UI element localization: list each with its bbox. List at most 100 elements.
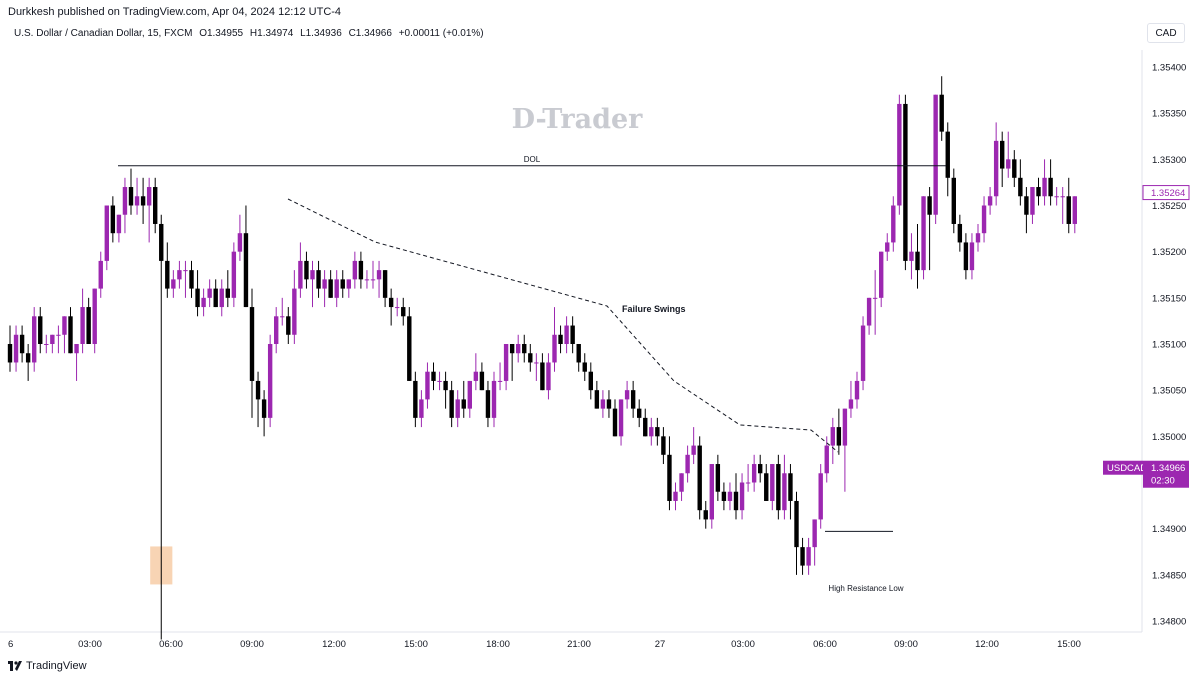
candle-body <box>116 214 122 234</box>
time-axis[interactable]: 6 03:00 06:00 09:00 12:00 15:00 18:00 21:00 27 03… <box>8 639 1081 650</box>
candle-body <box>751 464 757 483</box>
candle-body <box>298 260 303 289</box>
candle-body <box>413 380 418 418</box>
candle-body <box>945 131 950 178</box>
time-tick-label: 27 <box>655 639 666 650</box>
candle-body <box>848 399 854 409</box>
candle-body <box>776 464 781 511</box>
price-tags: 1.35264 USDCAD 1.34966 02:30 <box>1103 185 1190 488</box>
time-tick-label: 18:00 <box>486 639 510 650</box>
candle-body <box>522 344 527 354</box>
ohlc-close: C1.34966 <box>348 28 392 39</box>
candle-body <box>649 427 654 437</box>
candle-body <box>267 344 273 418</box>
price-tick-label: 1.35100 <box>1152 340 1186 351</box>
candle-body <box>407 316 412 381</box>
candle-body <box>697 445 702 511</box>
tradingview-brand[interactable]: TradingView <box>26 660 87 672</box>
candle-body <box>376 270 382 280</box>
price-tick-label: 1.35300 <box>1152 155 1186 166</box>
candle-body <box>745 482 751 484</box>
candle-body <box>564 325 569 344</box>
price-tick-label: 1.35250 <box>1152 201 1186 212</box>
candle-body <box>764 473 769 501</box>
candle-body <box>165 260 170 289</box>
symbol-name[interactable]: U.S. Dollar / Canadian Dollar, 15, FXCM <box>14 28 193 39</box>
candle-body <box>993 140 999 197</box>
current-price-tag <box>1142 185 1190 201</box>
candle-body <box>134 196 140 206</box>
candle-body <box>836 427 842 446</box>
candle-body <box>1018 177 1023 197</box>
time-tick-label: 03:00 <box>78 639 102 650</box>
candle-body <box>358 260 364 280</box>
candle-body <box>1066 196 1071 224</box>
candle-body <box>159 223 164 261</box>
candle-body <box>630 390 636 409</box>
candle-body <box>86 307 91 344</box>
candle-body <box>274 316 279 344</box>
candle-body <box>352 260 358 280</box>
candle-body <box>794 500 799 548</box>
candle-body <box>788 473 793 501</box>
price-tick-label: 1.34800 <box>1152 617 1186 628</box>
candle-body <box>1006 159 1011 169</box>
candle-body <box>588 371 593 391</box>
candle-body <box>1054 196 1059 198</box>
candle-body <box>854 380 860 400</box>
candle-body <box>110 205 116 234</box>
candle-body <box>195 288 200 308</box>
candle-body <box>733 491 739 511</box>
candle-body <box>7 344 13 363</box>
candle-body <box>921 196 926 271</box>
ohlc-change: +0.00011 (+0.01%) <box>398 28 484 39</box>
candle-body <box>177 270 182 280</box>
candle-body <box>286 316 291 335</box>
candle-body <box>370 279 376 281</box>
candle-body <box>364 279 370 281</box>
publish-info: Durkkesh published on TradingView.com, A… <box>8 6 342 18</box>
candle-body <box>903 103 908 261</box>
candle-body <box>292 288 297 335</box>
price-tick-label: 1.35400 <box>1152 63 1186 74</box>
candle-body <box>431 371 436 381</box>
currency-button[interactable]: CAD <box>1147 23 1185 43</box>
candle-body <box>727 491 733 501</box>
candle-body <box>824 445 829 474</box>
ohlc-high: H1.34974 <box>249 28 294 39</box>
candle-body <box>280 316 285 318</box>
candle-body <box>25 353 31 363</box>
candle-body <box>818 473 823 520</box>
candle-body <box>340 279 345 289</box>
candle-body <box>219 288 224 308</box>
candle-body <box>153 187 158 224</box>
candle-body <box>146 187 152 206</box>
candle-body <box>606 399 612 409</box>
candle-body <box>800 547 805 566</box>
candle-body <box>594 390 600 409</box>
candle-body <box>1060 196 1065 198</box>
symbol-tag-label: USDCAD <box>1107 463 1147 474</box>
candle-body <box>655 427 660 437</box>
candle-body <box>207 288 212 298</box>
last-price-tag <box>1143 460 1189 488</box>
candle-body <box>1072 196 1077 224</box>
candle-body <box>981 205 987 234</box>
failure-swings-line[interactable] <box>287 198 839 453</box>
annotations-layer: DOL Failure Swings High Resistance Low <box>118 155 946 593</box>
candle-body <box>915 251 920 271</box>
price-axis[interactable]: 1.35400 1.35350 1.35300 1.35250 1.35200 1.351… <box>1152 63 1186 628</box>
candle-body <box>812 519 817 548</box>
candle-body <box>885 242 890 252</box>
candle-body <box>13 334 19 363</box>
candle-body <box>171 279 176 289</box>
candle-body <box>128 187 134 206</box>
candle-body <box>491 380 497 418</box>
ohlc-open: O1.34955 <box>199 28 244 39</box>
time-tick-label: 15:00 <box>1057 639 1081 650</box>
candle-body <box>643 417 648 437</box>
candle-body <box>534 362 539 364</box>
candle-body <box>68 316 73 354</box>
tradingview-logo-icon <box>8 661 22 671</box>
